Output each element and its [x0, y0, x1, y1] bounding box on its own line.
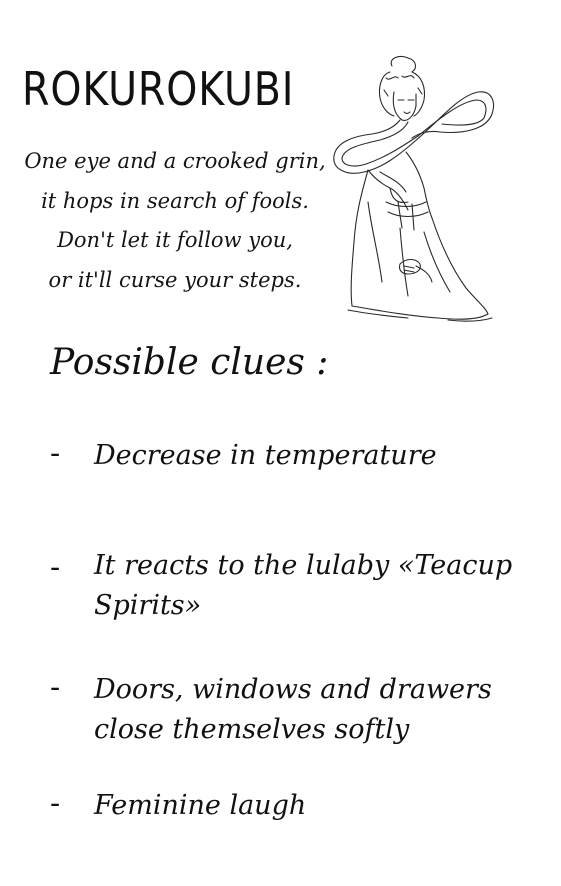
clues-heading: Possible clues : — [50, 342, 329, 383]
poem-line: One eye and a crooked grin, — [24, 149, 326, 173]
poem-line: it hops in search of fools. — [41, 188, 309, 213]
poem-line: or it'll curse your steps. — [48, 267, 302, 292]
clue-bullet: - — [50, 550, 61, 585]
clue-bullet: - — [50, 670, 61, 705]
poem-line: Don't let it follow you, — [57, 228, 293, 252]
clue-text: Decrease in temperature — [94, 440, 437, 471]
page-title: ROKUROKUBI — [22, 62, 295, 116]
poem: One eye and a crooked grin, it hops in s… — [20, 142, 330, 300]
clue-text: Feminine laugh — [94, 790, 307, 821]
rokurokubi-figure-icon — [328, 52, 498, 328]
clue-text: It reacts to the lulaby «Teacup Spirits» — [94, 550, 513, 621]
clue-bullet: - — [50, 436, 61, 471]
clue-bullet: - — [50, 786, 61, 821]
clue-text: Doors, windows and drawers close themsel… — [94, 674, 492, 745]
